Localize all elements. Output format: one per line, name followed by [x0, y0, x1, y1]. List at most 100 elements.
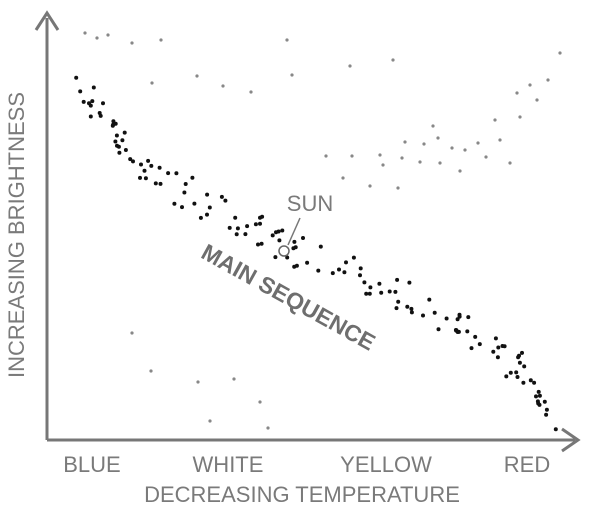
scattered-star: [341, 176, 345, 180]
main-sequence-star: [387, 289, 392, 294]
scattered-star: [378, 153, 382, 157]
scattered-star: [400, 156, 404, 160]
main-sequence-star: [521, 380, 526, 385]
main-sequence-star: [233, 215, 238, 220]
scattered-star: [508, 161, 512, 165]
axes: [34, 10, 581, 453]
main-sequence-star: [277, 238, 282, 243]
main-sequence-star: [256, 242, 260, 247]
main-sequence-star: [367, 291, 372, 296]
sun-label: SUN: [287, 191, 333, 216]
main-sequence-star: [122, 130, 127, 135]
main-sequence-star: [444, 316, 449, 321]
main-sequence-star: [469, 346, 474, 351]
main-sequence-star: [74, 75, 79, 80]
main-sequence-star: [90, 99, 95, 104]
main-sequence-star: [379, 290, 384, 295]
main-sequence-star: [457, 314, 462, 319]
scattered-star: [95, 36, 99, 40]
main-sequence-star: [504, 374, 509, 379]
main-sequence-star: [157, 165, 162, 170]
scattered-star: [535, 98, 539, 102]
scattered-star: [391, 58, 395, 62]
main-sequence-star: [364, 291, 369, 296]
main-sequence-star: [318, 244, 323, 249]
main-sequence-star: [88, 114, 93, 119]
color-label: YELLOW: [340, 452, 432, 477]
main-sequence-star: [377, 281, 382, 286]
stars: [74, 31, 562, 432]
main-sequence-star: [223, 198, 228, 203]
scattered-star: [232, 377, 236, 381]
main-sequence-star: [466, 315, 471, 320]
main-sequence-star: [172, 201, 177, 206]
main-sequence-star: [270, 233, 275, 238]
main-sequence-star: [235, 226, 240, 231]
scattered-star: [431, 124, 435, 128]
scattered-star: [403, 140, 407, 144]
sun-pointer: [287, 217, 301, 246]
main-sequence-star: [496, 345, 501, 350]
main-sequence-star: [517, 360, 522, 365]
main-sequence-star: [362, 280, 367, 285]
scattered-star: [350, 154, 354, 158]
main-sequence-star: [520, 350, 524, 355]
x-arrow: [561, 427, 581, 453]
main-sequence-star: [351, 255, 356, 260]
scattered-star: [130, 41, 134, 45]
scattered-star: [515, 91, 519, 95]
scattered-star: [518, 115, 522, 119]
main-sequence-star: [280, 228, 285, 233]
main-sequence-star: [192, 201, 197, 206]
scattered-star: [528, 83, 532, 87]
scattered-star: [249, 90, 253, 94]
main-sequence-star: [113, 139, 118, 144]
main-sequence-star: [495, 355, 500, 360]
color-label: WHITE: [193, 452, 264, 477]
main-sequence-star: [515, 375, 520, 379]
scattered-star: [195, 74, 199, 78]
scattered-star: [285, 38, 289, 42]
y-arrow: [34, 10, 60, 31]
main-sequence-star: [405, 304, 410, 309]
sun: [278, 245, 290, 257]
main-sequence-star: [534, 394, 538, 399]
scattered-star: [498, 138, 502, 142]
main-sequence-star: [544, 407, 549, 412]
main-sequence-star: [143, 176, 148, 181]
main-sequence-star: [190, 175, 195, 180]
main-sequence-star: [142, 168, 147, 173]
main-sequence-star: [432, 310, 437, 315]
main-sequence-star: [342, 270, 347, 275]
main-sequence-star: [117, 150, 122, 155]
main-sequence-star: [285, 255, 290, 260]
main-sequence-star: [409, 306, 414, 311]
main-sequence-star: [465, 329, 470, 334]
scattered-star: [493, 118, 497, 122]
main-sequence-star: [427, 297, 432, 302]
main-sequence-star: [111, 119, 116, 124]
color-label: BLUE: [63, 452, 120, 477]
main-sequence-star: [528, 378, 533, 383]
scattered-star: [438, 161, 442, 165]
main-sequence-star: [198, 215, 203, 220]
main-sequence-star: [245, 224, 250, 229]
scattered-star: [463, 148, 467, 152]
main-sequence-star: [508, 370, 513, 375]
main-sequence-star: [395, 277, 400, 282]
scattered-star: [266, 426, 270, 430]
scattered-star: [396, 186, 400, 190]
main-sequence-star: [98, 113, 103, 118]
scattered-star: [458, 169, 462, 173]
main-sequence-star: [536, 389, 541, 394]
main-sequence-star: [537, 393, 542, 398]
main-sequence-star: [260, 214, 265, 219]
main-sequence-star: [131, 159, 135, 164]
main-sequence-star: [393, 289, 398, 294]
main-sequence-star: [120, 138, 125, 143]
main-sequence-star: [544, 412, 549, 417]
main-sequence-star: [166, 171, 171, 176]
main-sequence-star: [101, 101, 105, 106]
main-sequence-star: [273, 255, 278, 260]
